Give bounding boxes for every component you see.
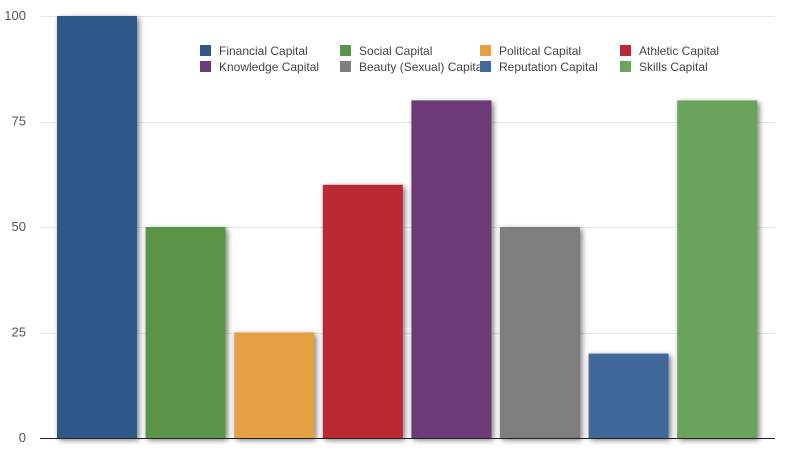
legend-label-knowledge-capital: Knowledge Capital bbox=[219, 59, 320, 74]
legend-swatch-beauty-sexual-capital bbox=[340, 61, 351, 72]
legend-item-athletic-capital: Athletic Capital bbox=[620, 43, 760, 58]
legend-label-skills-capital: Skills Capital bbox=[639, 59, 708, 74]
legend-swatch-financial-capital bbox=[200, 45, 211, 56]
bar-social-capital bbox=[145, 227, 226, 438]
legend-item-reputation-capital: Reputation Capital bbox=[480, 59, 620, 74]
chart-legend: Financial Capital Social Capital Political… bbox=[200, 43, 760, 74]
legend-swatch-political-capital bbox=[480, 45, 491, 56]
legend-label-beauty-sexual-capital: Beauty (Sexual) Capital bbox=[359, 59, 486, 74]
bar-reputation-capital bbox=[588, 353, 669, 438]
legend-item-beauty-sexual-capital: Beauty (Sexual) Capital bbox=[340, 59, 485, 74]
legend-swatch-reputation-capital bbox=[480, 61, 491, 72]
legend-label-financial-capital: Financial Capital bbox=[219, 43, 308, 58]
legend-swatch-knowledge-capital bbox=[200, 61, 211, 72]
legend-item-social-capital: Social Capital bbox=[340, 43, 480, 58]
legend-label-social-capital: Social Capital bbox=[359, 43, 433, 58]
legend-swatch-athletic-capital bbox=[620, 45, 631, 56]
y-tick-label-75: 75 bbox=[12, 114, 26, 129]
legend-item-financial-capital: Financial Capital bbox=[200, 43, 340, 58]
y-axis-ticks: 0 25 50 75 100 bbox=[4, 8, 26, 445]
y-tick-label-100: 100 bbox=[4, 8, 26, 23]
bar-political-capital bbox=[234, 332, 315, 438]
bar-skills-capital bbox=[677, 100, 758, 439]
legend-label-reputation-capital: Reputation Capital bbox=[499, 59, 598, 74]
bar-beauty-sexual-capital bbox=[500, 227, 580, 438]
legend-swatch-skills-capital bbox=[620, 61, 631, 72]
legend-label-athletic-capital: Athletic Capital bbox=[639, 43, 720, 58]
y-tick-label-0: 0 bbox=[19, 430, 26, 445]
y-tick-label-25: 25 bbox=[12, 325, 26, 340]
bar-athletic-capital bbox=[322, 184, 403, 438]
y-tick-label-50: 50 bbox=[12, 219, 26, 234]
legend-item-political-capital: Political Capital bbox=[480, 43, 620, 58]
legend-item-skills-capital: Skills Capital bbox=[620, 59, 760, 74]
bar-financial-capital bbox=[57, 16, 137, 438]
legend-swatch-social-capital bbox=[340, 45, 351, 56]
bars bbox=[57, 16, 758, 439]
legend-label-political-capital: Political Capital bbox=[499, 43, 582, 58]
bar-knowledge-capital bbox=[411, 100, 492, 439]
legend-item-knowledge-capital: Knowledge Capital bbox=[200, 59, 340, 74]
